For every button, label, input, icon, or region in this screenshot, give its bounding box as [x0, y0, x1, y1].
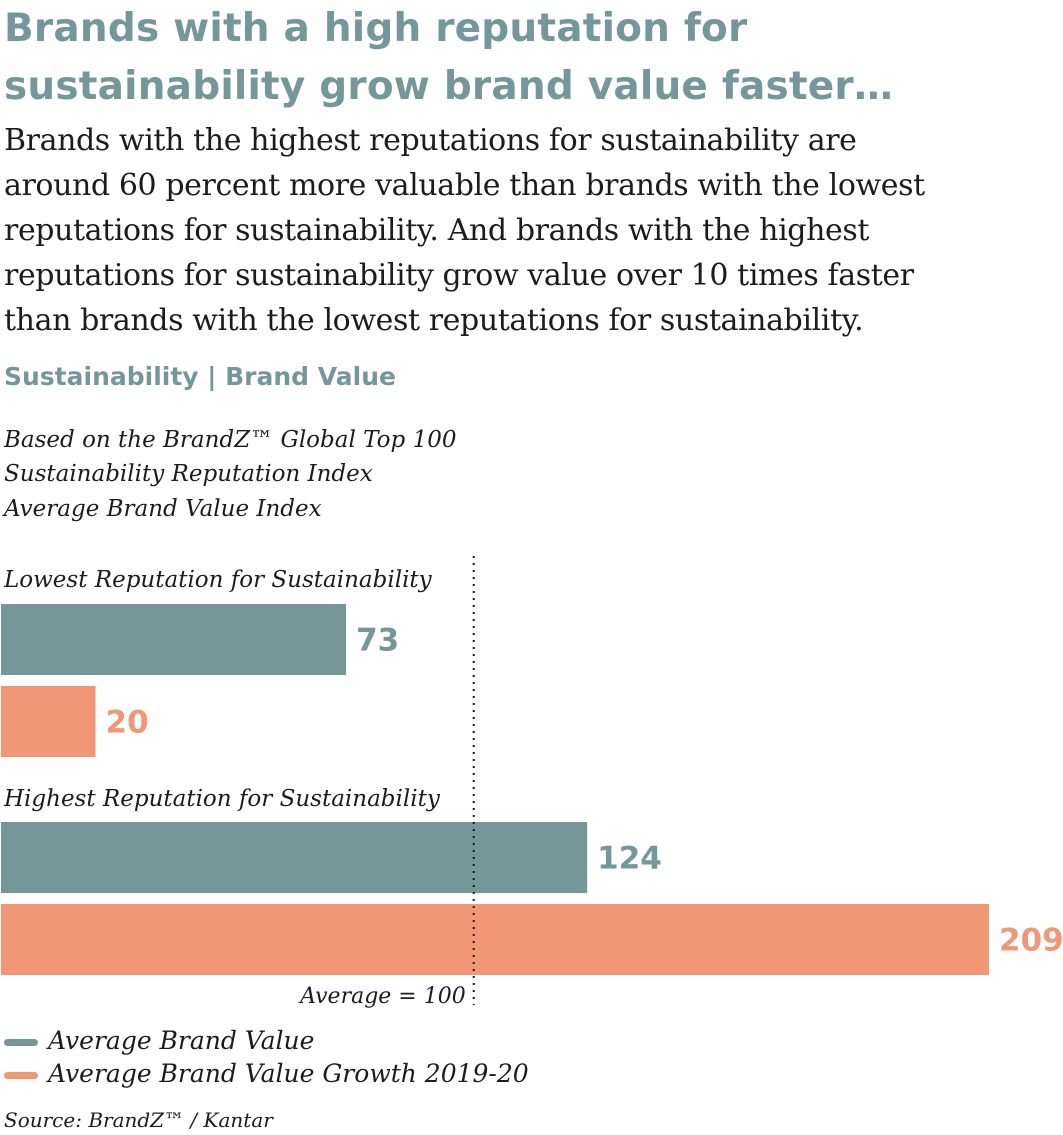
- bar-lowest-brand-growth: [1, 686, 96, 757]
- bar-value-label: 124: [597, 841, 662, 877]
- chart-subtitle: Brands with the highest reputations for …: [4, 118, 1059, 343]
- bar-value-label: 20: [106, 705, 149, 741]
- title-line: Brands with a high reputation for: [4, 6, 748, 51]
- note-line: Sustainability Reputation Index: [4, 461, 373, 487]
- bar-value-label: 209: [999, 923, 1063, 959]
- bar-lowest-brand-value: [1, 604, 347, 675]
- bar-highest-brand-value: [1, 822, 588, 893]
- note-line: Average Brand Value Index: [4, 496, 322, 522]
- subtitle-line: reputations for sustainability grow valu…: [4, 258, 914, 293]
- subtitle-line: reputations for sustainability. And bran…: [4, 213, 870, 248]
- average-reference-label: Average = 100: [298, 984, 466, 1009]
- subtitle-line: than brands with the lowest reputations …: [4, 303, 864, 338]
- category-label-lowest: Lowest Reputation for Sustainability: [4, 567, 432, 593]
- bar-highest-brand-growth: [1, 904, 989, 975]
- subtitle-line: around 60 percent more valuable than bra…: [4, 168, 925, 203]
- subtitle-line: Brands with the highest reputations for …: [4, 123, 857, 158]
- note-line: Based on the BrandZ™ Global Top 100: [4, 427, 457, 453]
- title-line: sustainability grow brand value faster…: [4, 64, 894, 109]
- bar-chart: 73 124 20 209 Average = 100: [1, 556, 1063, 1009]
- chart-title: Brands with a high reputation for sustai…: [4, 0, 1054, 116]
- source-note: Source: BrandZ™ / Kantar: [4, 1108, 273, 1132]
- legend-swatch-brand-growth: [4, 1072, 38, 1079]
- legend-label-brand-growth: Average Brand Value Growth 2019-20: [48, 1059, 529, 1088]
- legend-label-brand-value: Average Brand Value: [48, 1026, 315, 1055]
- legend-swatch-brand-value: [4, 1039, 38, 1046]
- section-heading: Sustainability | Brand Value: [4, 362, 396, 391]
- bar-value-label: 73: [356, 623, 399, 659]
- category-label-highest: Highest Reputation for Sustainability: [4, 786, 440, 812]
